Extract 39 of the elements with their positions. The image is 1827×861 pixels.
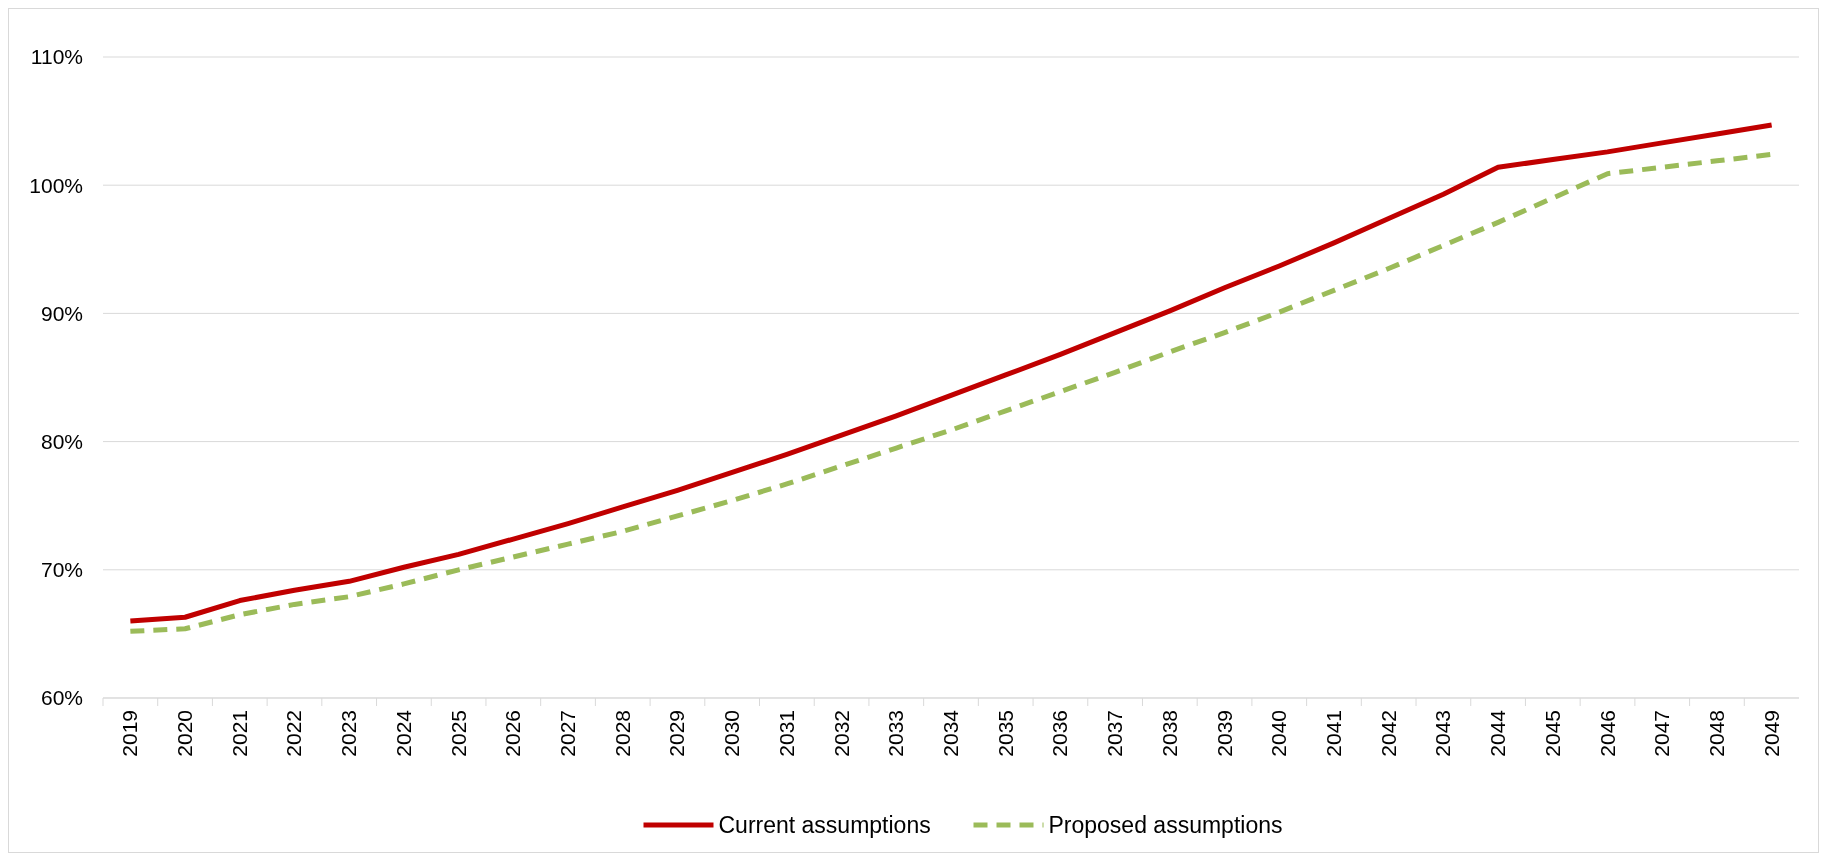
legend-label: Proposed assumptions bbox=[1048, 812, 1283, 839]
x-tick-label: 2038 bbox=[1157, 710, 1181, 757]
x-tick-label: 2043 bbox=[1431, 710, 1455, 757]
x-tick-label: 2031 bbox=[774, 710, 798, 757]
x-tick-label: 2034 bbox=[939, 709, 962, 757]
x-tick-label: 2046 bbox=[1595, 710, 1619, 757]
y-tick-label: 60% bbox=[40, 686, 83, 710]
x-tick-label: 2030 bbox=[720, 710, 744, 757]
x-tick-label: 2024 bbox=[391, 709, 415, 757]
x-tick-label: 2027 bbox=[556, 710, 580, 757]
x-tick-label: 2049 bbox=[1759, 710, 1783, 757]
x-tick-label: 2040 bbox=[1267, 710, 1291, 757]
y-tick-label: 70% bbox=[40, 558, 83, 582]
y-tick-label: 80% bbox=[40, 429, 83, 453]
x-tick-label: 2039 bbox=[1212, 710, 1236, 757]
x-tick-label: 2029 bbox=[665, 710, 689, 757]
x-tick-label: 2045 bbox=[1540, 710, 1564, 757]
x-tick-label: 2025 bbox=[446, 710, 470, 757]
x-tick-label: 2020 bbox=[173, 710, 197, 757]
y-tick-label: 110% bbox=[30, 45, 83, 69]
x-tick-label: 2041 bbox=[1321, 710, 1345, 757]
x-tick-label: 2042 bbox=[1376, 710, 1400, 757]
x-tick-label: 2021 bbox=[227, 710, 251, 757]
x-tick-label: 2047 bbox=[1650, 710, 1674, 757]
x-tick-label: 2033 bbox=[884, 710, 908, 757]
x-tick-label: 2037 bbox=[1103, 710, 1127, 757]
y-tick-label: 90% bbox=[40, 301, 83, 325]
x-tick-label: 2036 bbox=[1048, 710, 1072, 757]
x-tick-label: 2028 bbox=[610, 710, 634, 757]
x-tick-label: 2044 bbox=[1486, 709, 1510, 757]
x-tick-label: 2019 bbox=[118, 710, 142, 757]
x-tick-label: 2035 bbox=[993, 710, 1017, 757]
x-tick-label: 2032 bbox=[829, 710, 853, 757]
x-tick-label: 2048 bbox=[1704, 710, 1728, 757]
x-tick-label: 2026 bbox=[501, 710, 525, 757]
legend-label: Current assumptions bbox=[718, 812, 931, 839]
y-tick-label: 100% bbox=[29, 173, 83, 197]
x-tick-label: 2023 bbox=[337, 710, 361, 757]
x-tick-label: 2022 bbox=[282, 710, 306, 757]
